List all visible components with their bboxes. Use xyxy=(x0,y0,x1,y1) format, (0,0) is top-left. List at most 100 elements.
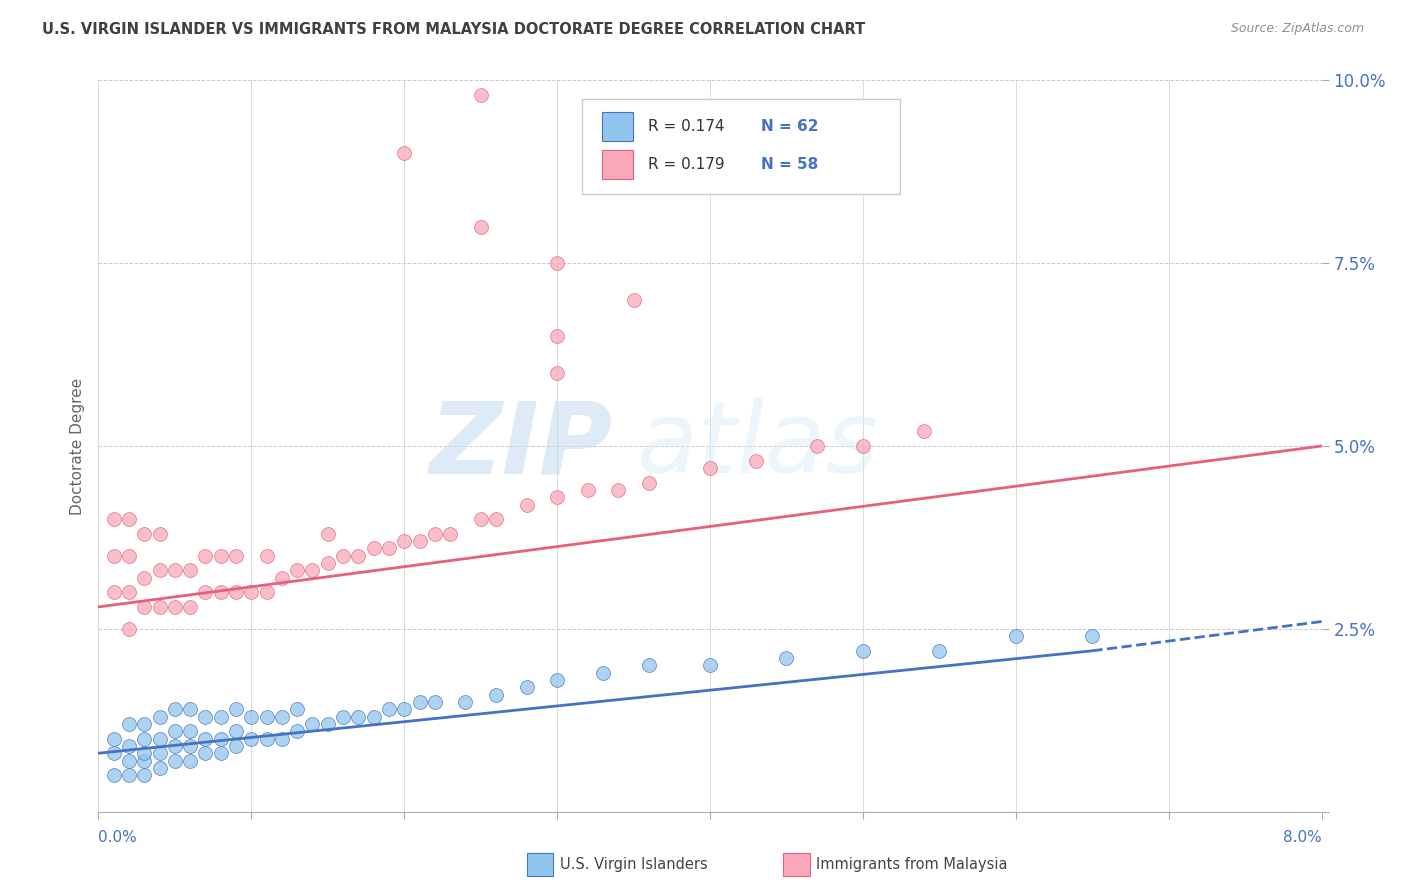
Point xyxy=(301,563,323,577)
Point xyxy=(103,746,125,760)
Point xyxy=(149,526,172,541)
Point xyxy=(256,709,278,723)
Point xyxy=(928,644,950,658)
Point xyxy=(485,512,508,526)
Point xyxy=(225,585,247,599)
Point xyxy=(256,549,278,563)
Point xyxy=(134,746,156,760)
Text: R = 0.179: R = 0.179 xyxy=(648,157,724,172)
Point xyxy=(149,746,172,760)
Point xyxy=(285,702,308,716)
Point xyxy=(134,717,156,731)
Point xyxy=(118,717,141,731)
Point xyxy=(149,563,172,577)
Point xyxy=(194,549,217,563)
Point xyxy=(194,746,217,760)
FancyBboxPatch shape xyxy=(582,99,900,194)
Point xyxy=(240,585,263,599)
Point xyxy=(194,731,217,746)
Point xyxy=(912,425,935,439)
Point xyxy=(149,731,172,746)
Point xyxy=(134,599,156,614)
Point xyxy=(163,739,186,753)
Point xyxy=(699,461,721,475)
Point xyxy=(745,453,768,467)
Point xyxy=(149,709,172,723)
Point xyxy=(256,731,278,746)
Point xyxy=(225,549,247,563)
Point xyxy=(347,549,370,563)
Point xyxy=(546,490,568,504)
Text: R = 0.174: R = 0.174 xyxy=(648,119,724,134)
Point xyxy=(225,702,247,716)
Point xyxy=(1004,629,1026,643)
Point xyxy=(546,673,568,687)
Point xyxy=(378,702,401,716)
Point xyxy=(103,512,125,526)
Point xyxy=(332,549,354,563)
Point xyxy=(103,549,125,563)
Point xyxy=(392,534,416,549)
Point xyxy=(103,768,125,782)
Point xyxy=(699,658,721,673)
Point xyxy=(852,439,875,453)
Point xyxy=(347,709,370,723)
Point xyxy=(256,585,278,599)
Point xyxy=(852,644,875,658)
Point xyxy=(516,681,538,695)
Point xyxy=(576,483,599,497)
Point xyxy=(637,658,661,673)
Point xyxy=(408,695,430,709)
Point xyxy=(118,512,141,526)
Point xyxy=(1081,629,1104,643)
Text: 8.0%: 8.0% xyxy=(1282,830,1322,845)
Point xyxy=(423,526,446,541)
Point xyxy=(332,709,354,723)
Point xyxy=(118,549,141,563)
Text: N = 62: N = 62 xyxy=(762,119,818,134)
Point xyxy=(408,534,430,549)
Point xyxy=(316,717,339,731)
Text: ZIP: ZIP xyxy=(429,398,612,494)
Point xyxy=(516,498,538,512)
Point xyxy=(134,571,156,585)
Y-axis label: Doctorate Degree: Doctorate Degree xyxy=(69,377,84,515)
Point xyxy=(546,366,568,380)
Point xyxy=(118,585,141,599)
Point xyxy=(179,563,201,577)
Point xyxy=(194,709,217,723)
Text: Source: ZipAtlas.com: Source: ZipAtlas.com xyxy=(1230,22,1364,36)
Point xyxy=(209,549,232,563)
FancyBboxPatch shape xyxy=(526,853,554,876)
Text: 0.0%: 0.0% xyxy=(98,830,138,845)
Point xyxy=(623,293,645,307)
Point xyxy=(225,739,247,753)
Point xyxy=(378,541,401,556)
Point xyxy=(179,754,201,768)
FancyBboxPatch shape xyxy=(602,112,633,141)
Text: Immigrants from Malaysia: Immigrants from Malaysia xyxy=(817,857,1008,871)
Point xyxy=(225,724,247,739)
Point xyxy=(103,731,125,746)
Point xyxy=(592,665,614,680)
Point xyxy=(485,688,508,702)
Point xyxy=(118,739,141,753)
Point xyxy=(149,761,172,775)
Point xyxy=(194,585,217,599)
Point xyxy=(270,709,294,723)
Point xyxy=(637,475,661,490)
Point xyxy=(118,622,141,636)
Point xyxy=(134,731,156,746)
Point xyxy=(285,724,308,739)
Point xyxy=(163,702,186,716)
Point xyxy=(118,768,141,782)
Text: atlas: atlas xyxy=(637,398,879,494)
Point xyxy=(285,563,308,577)
Point xyxy=(209,709,232,723)
Point xyxy=(470,87,492,102)
Point xyxy=(363,709,385,723)
Point xyxy=(775,651,797,665)
Point xyxy=(240,709,263,723)
Point xyxy=(392,146,416,161)
Point xyxy=(209,731,232,746)
